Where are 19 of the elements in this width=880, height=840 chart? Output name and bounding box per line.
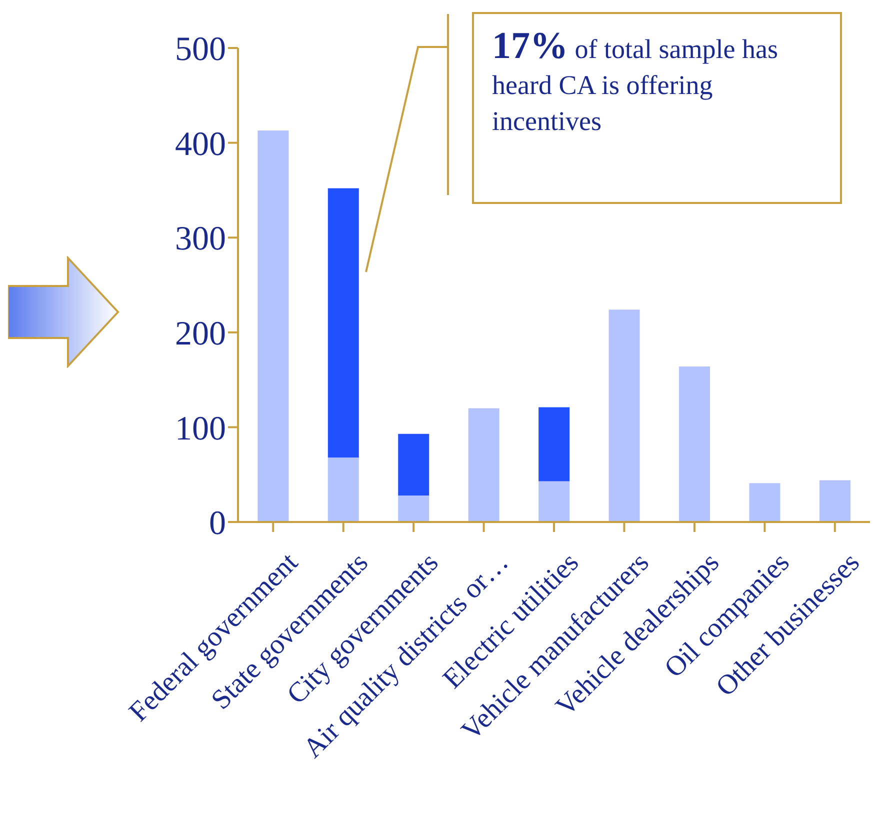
y-tick-label: 200 <box>175 315 226 352</box>
bar <box>819 480 850 522</box>
bar <box>398 434 430 496</box>
bar <box>678 366 710 522</box>
y-tick-label: 100 <box>175 410 226 448</box>
y-tick-label: 400 <box>175 126 226 163</box>
bar <box>538 407 570 482</box>
y-tick-label: 500 <box>175 31 226 68</box>
y-tick-label: 0 <box>209 505 226 542</box>
bar <box>328 458 359 522</box>
bar <box>398 495 430 522</box>
bar <box>538 481 570 522</box>
annotation: 17% of total sample has heard CA is offering incentives <box>472 12 842 204</box>
bar <box>749 483 780 522</box>
bar <box>328 188 359 458</box>
bar <box>608 310 640 522</box>
bar <box>468 408 500 522</box>
bar <box>258 130 289 522</box>
y-tick-label: 300 <box>175 220 226 258</box>
